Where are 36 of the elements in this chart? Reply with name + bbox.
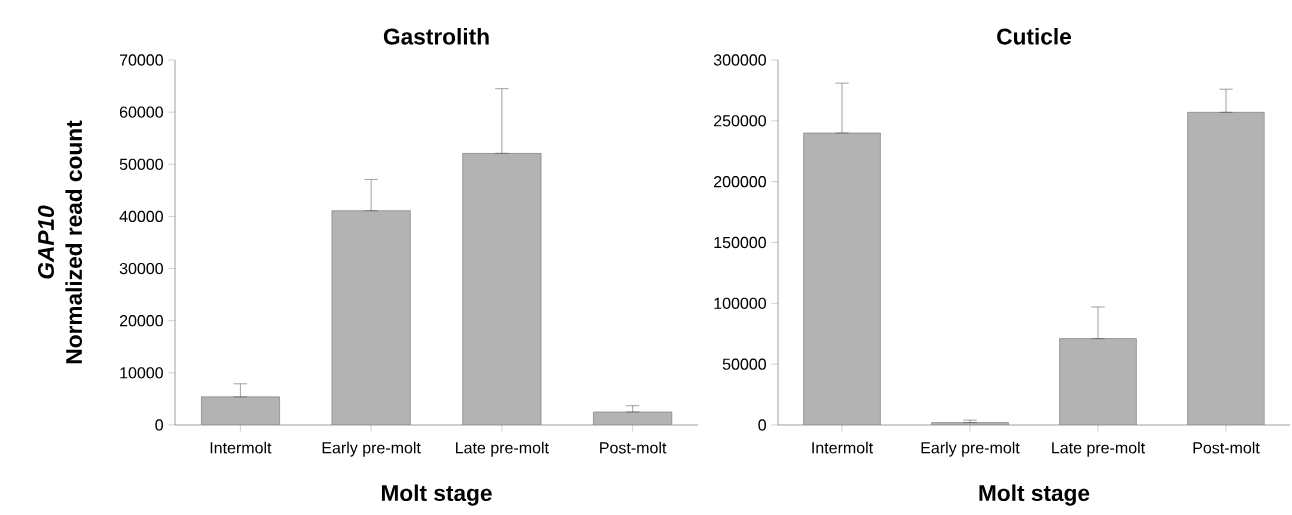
y-tick-label: 250000 (714, 115, 766, 127)
x-tick-label: Early pre-molt (921, 441, 1020, 457)
chart-title: Cuticle (997, 27, 1072, 45)
bar (462, 153, 542, 425)
y-tick-label: 0 (155, 419, 164, 431)
y-tick-label: 30000 (119, 262, 163, 275)
y-tick-label: 300000 (713, 54, 766, 66)
x-tick-label: Intermolt (812, 441, 874, 454)
y-tick-label: 150000 (714, 236, 766, 249)
y-tick-label: 0 (758, 419, 767, 431)
x-axis-title: Molt stage (381, 484, 492, 506)
bar (1187, 112, 1265, 425)
y-tick-label: 50000 (722, 358, 766, 370)
y-tick-label: 40000 (119, 210, 163, 223)
bar (200, 396, 280, 425)
y-tick-label: 60000 (119, 106, 163, 118)
x-tick-label: Late pre-molt (1052, 441, 1145, 457)
y-axis-title: GAP10 Normalized read count (37, 120, 83, 364)
y-tick-label: 70000 (119, 54, 163, 66)
x-tick-label: Late pre-molt (456, 441, 549, 457)
bar (331, 210, 411, 425)
y-tick-label: 50000 (119, 158, 163, 170)
x-tick-label: Early pre-molt (322, 441, 421, 457)
y-tick-label: 20000 (119, 315, 163, 327)
x-axis-title: Molt stage (979, 484, 1090, 506)
x-tick-label: Intermolt (210, 441, 272, 454)
bar (593, 411, 673, 425)
chart-title: Gastrolith (383, 27, 489, 45)
y-tick-label: 200000 (714, 176, 766, 188)
bar (803, 132, 881, 425)
bar (931, 422, 1009, 425)
y-tick-label: 100000 (714, 297, 766, 309)
y-tick-label: 10000 (120, 367, 163, 379)
x-tick-label: Post-molt (600, 441, 667, 454)
bar (1059, 338, 1137, 425)
x-tick-label: Post-molt (1193, 441, 1260, 454)
